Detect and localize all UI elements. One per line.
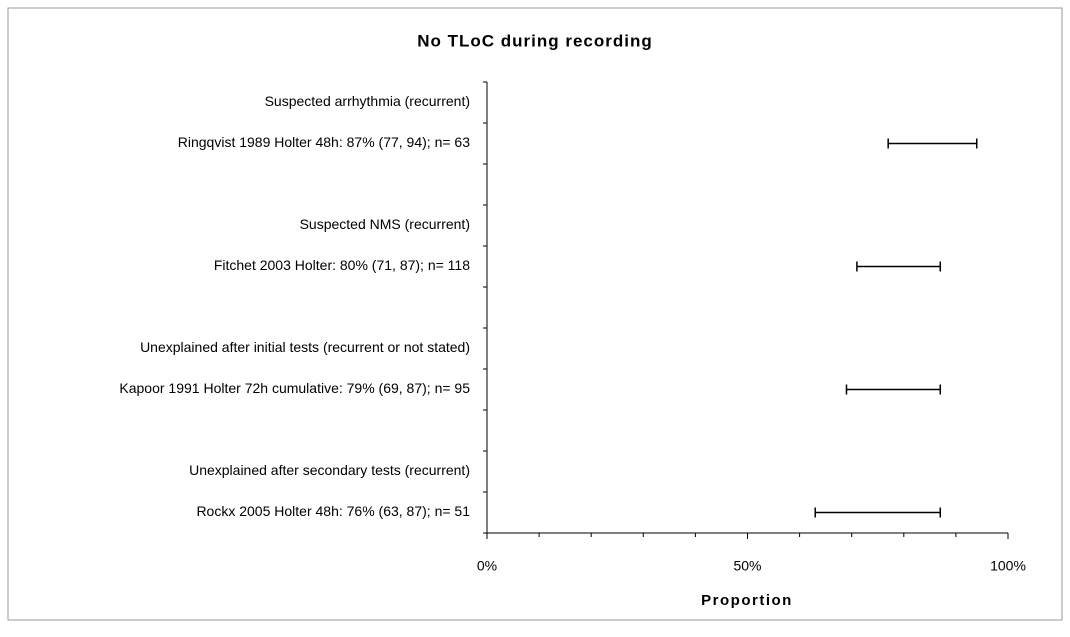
row-label: Unexplained after initial tests (recurre… [140,339,470,355]
row-label: Kapoor 1991 Holter 72h cumulative: 79% (… [119,380,470,396]
row-label: Unexplained after secondary tests (recur… [189,462,470,478]
row-label: Suspected arrhythmia (recurrent) [265,93,470,109]
row-label: Fitchet 2003 Holter: 80% (71, 87); n= 11… [214,257,470,273]
row-label: Suspected NMS (recurrent) [300,216,470,232]
x-tick-label: 100% [990,558,1026,574]
x-axis-label: Proportion [701,592,793,609]
row-label: Ringqvist 1989 Holter 48h: 87% (77, 94);… [178,134,470,150]
x-tick-label: 0% [477,558,497,574]
chart-title: No TLoC during recording [417,31,653,50]
x-tick-label: 50% [733,558,761,574]
chart-frame [7,7,1063,621]
row-label: Rockx 2005 Holter 48h: 76% (63, 87); n= … [196,503,470,519]
